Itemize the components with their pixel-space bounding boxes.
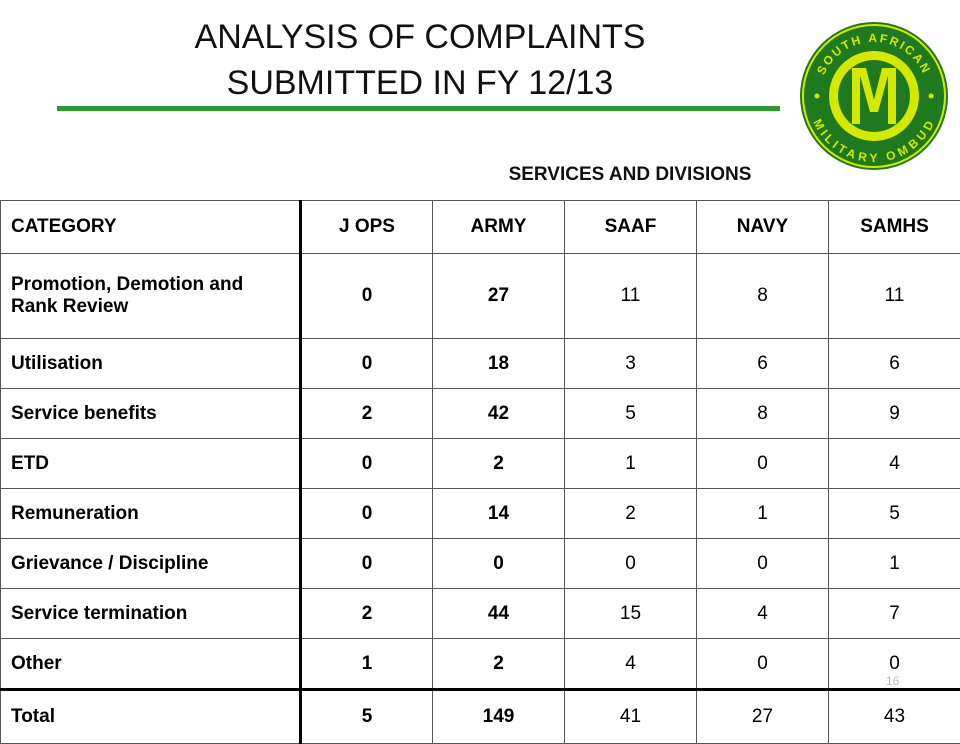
row-category: Service benefits [1, 389, 301, 439]
cell-samhs: 6 [829, 339, 960, 389]
cell-samhs: 4 [829, 439, 960, 489]
total-navy: 27 [697, 690, 829, 744]
header-row: CATEGORY J OPS ARMY SAAF NAVY SAMHS [1, 201, 960, 254]
cell-saaf: 2 [565, 489, 697, 539]
cell-saaf: 3 [565, 339, 697, 389]
military-ombud-seal-icon: SOUTH AFRICAN MILITARY OMBUD [798, 20, 950, 172]
complaints-table: CATEGORY J OPS ARMY SAAF NAVY SAMHS Prom… [0, 200, 960, 744]
cell-jops: 0 [301, 339, 433, 389]
row-category: Other [1, 639, 301, 690]
header-category: CATEGORY [1, 201, 301, 254]
header-jops: J OPS [301, 201, 433, 254]
total-row: Total 5 149 41 27 43 [1, 690, 960, 744]
total-saaf: 41 [565, 690, 697, 744]
cell-jops: 0 [301, 539, 433, 589]
cell-army: 18 [433, 339, 565, 389]
cell-saaf: 5 [565, 389, 697, 439]
header-samhs: SAMHS [829, 201, 960, 254]
header-saaf: SAAF [565, 201, 697, 254]
row-category: Remuneration [1, 489, 301, 539]
cell-jops: 0 [301, 439, 433, 489]
cell-samhs: 7 [829, 589, 960, 639]
cell-navy: 8 [697, 389, 829, 439]
cell-navy: 0 [697, 639, 829, 690]
slide-title: ANALYSIS OF COMPLAINTS SUBMITTED IN FY 1… [60, 14, 780, 106]
cell-army: 0 [433, 539, 565, 589]
cell-jops: 2 [301, 389, 433, 439]
row-category: Promotion, Demotion and Rank Review [1, 254, 301, 339]
title-line-2: SUBMITTED IN FY 12/13 [60, 60, 780, 106]
table-row: Other 1 2 4 0 0 [1, 639, 960, 690]
cell-navy: 8 [697, 254, 829, 339]
cell-army: 44 [433, 589, 565, 639]
cell-navy: 1 [697, 489, 829, 539]
cell-navy: 6 [697, 339, 829, 389]
cell-saaf: 11 [565, 254, 697, 339]
cell-navy: 0 [697, 539, 829, 589]
row-category: ETD [1, 439, 301, 489]
title-line-1: ANALYSIS OF COMPLAINTS [60, 14, 780, 60]
cell-army: 42 [433, 389, 565, 439]
group-header: SERVICES AND DIVISIONS [300, 164, 960, 186]
page-number: 16 [886, 674, 899, 688]
cell-army: 14 [433, 489, 565, 539]
table-row: Utilisation 0 18 3 6 6 [1, 339, 960, 389]
total-army: 149 [433, 690, 565, 744]
cell-samhs: 1 [829, 539, 960, 589]
cell-saaf: 0 [565, 539, 697, 589]
table-row: Promotion, Demotion and Rank Review 0 27… [1, 254, 960, 339]
total-jops: 5 [301, 690, 433, 744]
cell-army: 27 [433, 254, 565, 339]
cell-army: 2 [433, 639, 565, 690]
row-category: Utilisation [1, 339, 301, 389]
cell-samhs: 11 [829, 254, 960, 339]
table-row: Remuneration 0 14 2 1 5 [1, 489, 960, 539]
cell-samhs: 9 [829, 389, 960, 439]
cell-saaf: 15 [565, 589, 697, 639]
title-underline [57, 106, 780, 111]
header-navy: NAVY [697, 201, 829, 254]
header-army: ARMY [433, 201, 565, 254]
table-row: Service termination 2 44 15 4 7 [1, 589, 960, 639]
cell-jops: 2 [301, 589, 433, 639]
cell-saaf: 1 [565, 439, 697, 489]
cell-jops: 1 [301, 639, 433, 690]
table-row: Service benefits 2 42 5 8 9 [1, 389, 960, 439]
cell-navy: 4 [697, 589, 829, 639]
row-category: Service termination [1, 589, 301, 639]
cell-army: 2 [433, 439, 565, 489]
cell-samhs: 5 [829, 489, 960, 539]
table-row: ETD 0 2 1 0 4 [1, 439, 960, 489]
cell-saaf: 4 [565, 639, 697, 690]
total-samhs: 43 [829, 690, 960, 744]
cell-jops: 0 [301, 254, 433, 339]
row-category: Grievance / Discipline [1, 539, 301, 589]
total-label: Total [1, 690, 301, 744]
cell-jops: 0 [301, 489, 433, 539]
cell-navy: 0 [697, 439, 829, 489]
table-row: Grievance / Discipline 0 0 0 0 1 [1, 539, 960, 589]
